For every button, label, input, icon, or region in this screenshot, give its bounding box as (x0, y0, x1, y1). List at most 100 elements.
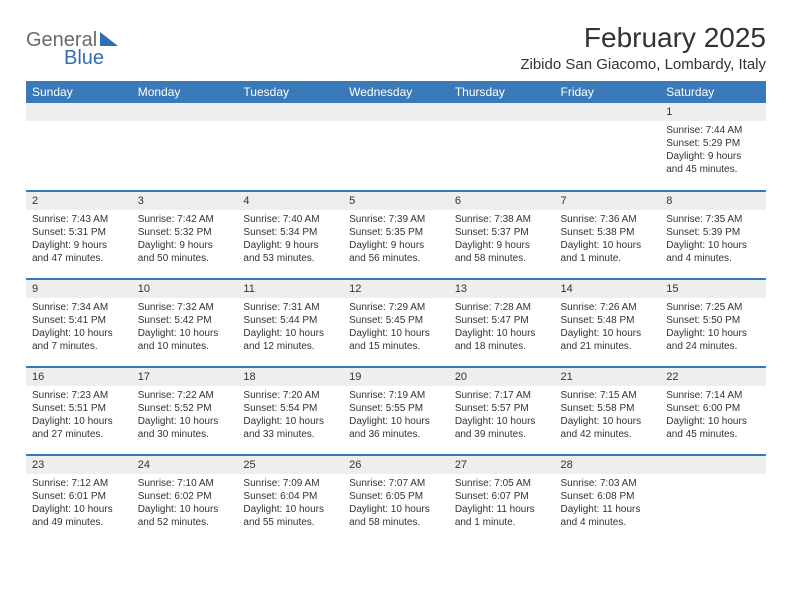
sunrise-text: Sunrise: 7:36 AM (561, 213, 655, 226)
day-body: Sunrise: 7:40 AMSunset: 5:34 PMDaylight:… (237, 210, 343, 271)
day-cell: 4Sunrise: 7:40 AMSunset: 5:34 PMDaylight… (237, 191, 343, 279)
day-cell: 27Sunrise: 7:05 AMSunset: 6:07 PMDayligh… (449, 455, 555, 543)
day-number: 2 (26, 192, 132, 210)
sunset-text: Sunset: 5:50 PM (666, 314, 760, 327)
daylight-text: Daylight: 9 hours and 45 minutes. (666, 150, 760, 176)
dayhead-tuesday: Tuesday (237, 81, 343, 103)
daylight-text: Daylight: 10 hours and 27 minutes. (32, 415, 126, 441)
sunrise-text: Sunrise: 7:03 AM (561, 477, 655, 490)
sunset-text: Sunset: 5:51 PM (32, 402, 126, 415)
day-cell: 17Sunrise: 7:22 AMSunset: 5:52 PMDayligh… (132, 367, 238, 455)
day-number: 5 (343, 192, 449, 210)
sunrise-text: Sunrise: 7:12 AM (32, 477, 126, 490)
day-cell: 7Sunrise: 7:36 AMSunset: 5:38 PMDaylight… (555, 191, 661, 279)
day-cell (237, 103, 343, 191)
day-number: 3 (132, 192, 238, 210)
day-number: 22 (660, 368, 766, 386)
day-cell: 12Sunrise: 7:29 AMSunset: 5:45 PMDayligh… (343, 279, 449, 367)
day-number: 7 (555, 192, 661, 210)
sunrise-text: Sunrise: 7:15 AM (561, 389, 655, 402)
logo: General Blue (26, 22, 136, 66)
day-cell: 13Sunrise: 7:28 AMSunset: 5:47 PMDayligh… (449, 279, 555, 367)
day-number (237, 103, 343, 121)
daylight-text: Daylight: 10 hours and 49 minutes. (32, 503, 126, 529)
sunset-text: Sunset: 5:37 PM (455, 226, 549, 239)
day-body: Sunrise: 7:10 AMSunset: 6:02 PMDaylight:… (132, 474, 238, 535)
day-cell: 18Sunrise: 7:20 AMSunset: 5:54 PMDayligh… (237, 367, 343, 455)
day-number: 4 (237, 192, 343, 210)
sunset-text: Sunset: 5:34 PM (243, 226, 337, 239)
sunrise-text: Sunrise: 7:40 AM (243, 213, 337, 226)
day-body: Sunrise: 7:07 AMSunset: 6:05 PMDaylight:… (343, 474, 449, 535)
daylight-text: Daylight: 10 hours and 21 minutes. (561, 327, 655, 353)
day-body: Sunrise: 7:38 AMSunset: 5:37 PMDaylight:… (449, 210, 555, 271)
title-block: February 2025 Zibido San Giacomo, Lombar… (520, 22, 766, 73)
day-body: Sunrise: 7:22 AMSunset: 5:52 PMDaylight:… (132, 386, 238, 447)
day-cell: 11Sunrise: 7:31 AMSunset: 5:44 PMDayligh… (237, 279, 343, 367)
day-number: 21 (555, 368, 661, 386)
day-cell: 5 Sunrise: 7:39 AMSunset: 5:35 PMDaylight… (343, 191, 449, 279)
sunrise-text: Sunrise: 7:43 AM (32, 213, 126, 226)
day-number: 18 (237, 368, 343, 386)
sunset-text: Sunset: 5:35 PM (349, 226, 443, 239)
day-body: Sunrise: 7:35 AMSunset: 5:39 PMDaylight:… (660, 210, 766, 271)
day-cell (660, 455, 766, 543)
daylight-text: Daylight: 10 hours and 1 minute. (561, 239, 655, 265)
sunrise-text: Sunrise: 7:20 AM (243, 389, 337, 402)
day-body: Sunrise: 7:44 AMSunset: 5:29 PMDaylight:… (660, 121, 766, 182)
sunrise-text: Sunrise: 7:26 AM (561, 301, 655, 314)
daylight-text: Daylight: 9 hours and 56 minutes. (349, 239, 443, 265)
dayhead-friday: Friday (555, 81, 661, 103)
day-cell: 23 Sunrise: 7:12 AMSunset: 6:01 PMDayligh… (26, 455, 132, 543)
sunset-text: Sunset: 6:07 PM (455, 490, 549, 503)
sunset-text: Sunset: 5:47 PM (455, 314, 549, 327)
sunset-text: Sunset: 6:08 PM (561, 490, 655, 503)
daylight-text: Daylight: 10 hours and 39 minutes. (455, 415, 549, 441)
daylight-text: Daylight: 10 hours and 55 minutes. (243, 503, 337, 529)
location: Zibido San Giacomo, Lombardy, Italy (520, 56, 766, 73)
day-body: Sunrise: 7:25 AMSunset: 5:50 PMDaylight:… (660, 298, 766, 359)
day-cell: 10Sunrise: 7:32 AMSunset: 5:42 PMDayligh… (132, 279, 238, 367)
week-row: 9Sunrise: 7:34 AMSunset: 5:41 PMDaylight… (26, 279, 766, 367)
day-cell (132, 103, 238, 191)
sunrise-text: Sunrise: 7:10 AM (138, 477, 232, 490)
day-body: Sunrise: 7:31 AMSunset: 5:44 PMDaylight:… (237, 298, 343, 359)
sunrise-text: Sunrise: 7:38 AM (455, 213, 549, 226)
day-cell (26, 103, 132, 191)
day-cell: 20Sunrise: 7:17 AMSunset: 5:57 PMDayligh… (449, 367, 555, 455)
day-body: Sunrise: 7:36 AMSunset: 5:38 PMDaylight:… (555, 210, 661, 271)
sunset-text: Sunset: 5:55 PM (349, 402, 443, 415)
day-number: 23 (26, 456, 132, 474)
day-number: 13 (449, 280, 555, 298)
sunrise-text: Sunrise: 7:07 AM (349, 477, 443, 490)
day-cell: 8Sunrise: 7:35 AMSunset: 5:39 PMDaylight… (660, 191, 766, 279)
day-number: 17 (132, 368, 238, 386)
sunset-text: Sunset: 5:39 PM (666, 226, 760, 239)
day-cell: 2Sunrise: 7:43 AMSunset: 5:31 PMDaylight… (26, 191, 132, 279)
sunrise-text: Sunrise: 7:31 AM (243, 301, 337, 314)
daylight-text: Daylight: 10 hours and 36 minutes. (349, 415, 443, 441)
day-body: Sunrise: 7:20 AMSunset: 5:54 PMDaylight:… (237, 386, 343, 447)
sunset-text: Sunset: 6:01 PM (32, 490, 126, 503)
sunrise-text: Sunrise: 7:17 AM (455, 389, 549, 402)
day-number: 26 (343, 456, 449, 474)
sunrise-text: Sunrise: 7:39 AM (349, 213, 443, 226)
day-body: Sunrise: 7:15 AMSunset: 5:58 PMDaylight:… (555, 386, 661, 447)
day-number: 10 (132, 280, 238, 298)
daylight-text: Daylight: 10 hours and 4 minutes. (666, 239, 760, 265)
day-number: 16 (26, 368, 132, 386)
dayhead-thursday: Thursday (449, 81, 555, 103)
sunrise-text: Sunrise: 7:42 AM (138, 213, 232, 226)
day-body: Sunrise: 7:17 AMSunset: 5:57 PMDaylight:… (449, 386, 555, 447)
sunrise-text: Sunrise: 7:25 AM (666, 301, 760, 314)
day-body: Sunrise: 7:34 AMSunset: 5:41 PMDaylight:… (26, 298, 132, 359)
sunrise-text: Sunrise: 7:28 AM (455, 301, 549, 314)
sunrise-text: Sunrise: 7:09 AM (243, 477, 337, 490)
day-cell: 21Sunrise: 7:15 AMSunset: 5:58 PMDayligh… (555, 367, 661, 455)
sunset-text: Sunset: 5:52 PM (138, 402, 232, 415)
sunrise-text: Sunrise: 7:29 AM (349, 301, 443, 314)
daylight-text: Daylight: 10 hours and 58 minutes. (349, 503, 443, 529)
day-cell: 16Sunrise: 7:23 AMSunset: 5:51 PMDayligh… (26, 367, 132, 455)
daylight-text: Daylight: 9 hours and 50 minutes. (138, 239, 232, 265)
dayhead-sunday: Sunday (26, 81, 132, 103)
